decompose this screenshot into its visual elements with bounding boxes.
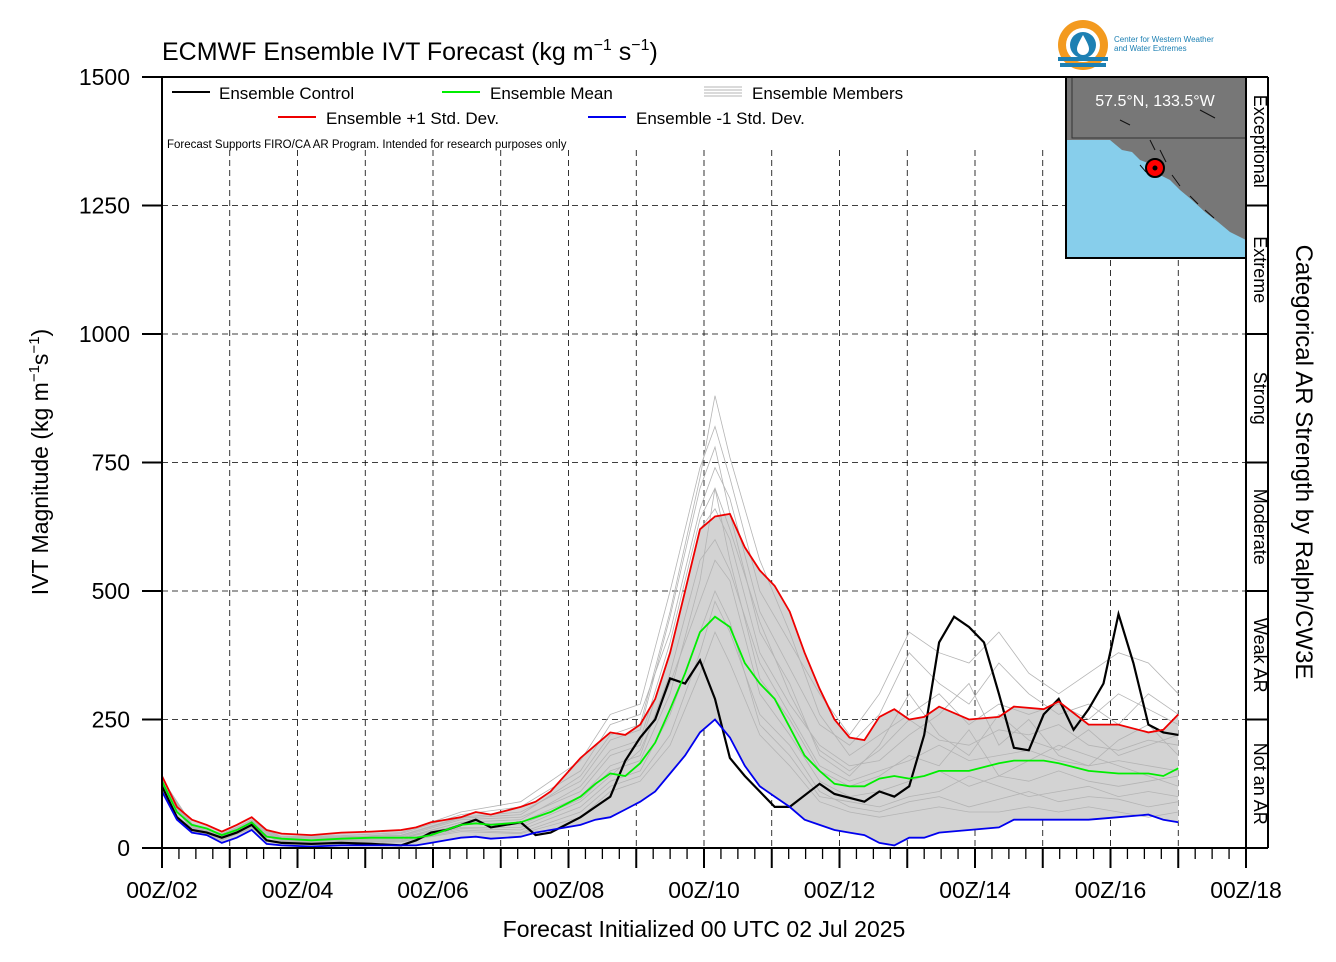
inset-coastline: [1119, 109, 1216, 219]
inset-location-label: 57.5°N, 133.5°W: [1095, 93, 1215, 110]
category-label: Weak AR: [1250, 618, 1270, 693]
ensemble-control-line: [161, 609, 1179, 847]
x-tick-label: 00Z/16: [1075, 877, 1147, 903]
category-label: Not an AR: [1250, 743, 1270, 825]
ensemble-member-line: [161, 425, 1179, 838]
logo-text-line-2: and Water Extremes: [1114, 44, 1187, 53]
category-label: Moderate: [1250, 489, 1270, 565]
x-tick-label: 00Z/12: [804, 877, 876, 903]
ensemble-mean-line: [161, 615, 1179, 842]
inset-borders: [1071, 77, 1246, 139]
y-tick-label: 750: [92, 450, 130, 476]
x-tick-label: 00Z/10: [668, 877, 740, 903]
legend-label-members: Ensemble Members: [752, 84, 903, 103]
y-tick-label: 1500: [79, 64, 130, 90]
ensemble-1-std-dev--line: [161, 512, 1179, 837]
legend-swatch-members: [704, 86, 742, 97]
ensemble-series: [161, 512, 1179, 848]
legend-label-plus-std: Ensemble +1 Std. Dev.: [326, 109, 499, 128]
legend-label-mean: Ensemble Mean: [490, 84, 613, 103]
category-label: Strong: [1250, 372, 1270, 425]
x-tick-label: 00Z/18: [1210, 877, 1282, 903]
x-axis-label: Forecast Initialized 00 UTC 02 Jul 2025: [503, 916, 906, 942]
y-tick-label: 500: [92, 578, 130, 604]
ensemble-1-std-dev--line: [161, 718, 1179, 848]
legend-label-minus-std: Ensemble -1 Std. Dev.: [636, 109, 805, 128]
category-axis-label: Categorical AR Strength by Ralph/CW3E: [1290, 245, 1317, 680]
ensemble-member-line: [161, 466, 1179, 841]
y-tick-label: 250: [92, 707, 130, 733]
x-tick-label: 00Z/04: [262, 877, 334, 903]
axes: 0 250 500 750 1000 1250 1500 00Z/02 00Z/04 00Z/06…: [79, 64, 1282, 903]
disclaimer-note: Forecast Supports FIRO/CA AR Program. In…: [167, 139, 567, 151]
inset-frame: [1065, 76, 1247, 259]
category-label: Extreme: [1250, 236, 1270, 303]
ensemble-member-line: [161, 395, 1179, 839]
location-inset-map: 57.5°N, 133.5°W: [1065, 76, 1247, 259]
x-tick-label: 00Z/02: [126, 877, 198, 903]
x-tick-label: 00Z/06: [397, 877, 469, 903]
y-axis-label: IVT Magnitude (kg m−1s−1): [26, 329, 53, 595]
legend-background: [166, 80, 966, 140]
legend: Ensemble Control Ensemble Mean Ensemble …: [166, 80, 966, 151]
logo-text-line-1: Center for Western Weather: [1114, 35, 1214, 44]
y-tick-label: 0: [117, 835, 130, 861]
legend-label-control: Ensemble Control: [219, 84, 354, 103]
y-tick-label: 1250: [79, 193, 130, 219]
logo-wave-2: [1060, 63, 1106, 67]
x-tick-label: 00Z/14: [939, 877, 1011, 903]
logo-water-drop-icon: [1077, 35, 1089, 55]
category-label: Exceptional: [1250, 95, 1270, 188]
logo-wave-1: [1058, 57, 1108, 61]
x-tick-label: 00Z/08: [533, 877, 605, 903]
location-marker-dot: [1152, 165, 1158, 171]
chart-title: ECMWF Ensemble IVT Forecast (kg m−1 s−1): [162, 37, 658, 66]
ensemble-member-line: [161, 559, 1179, 842]
inset-ocean: [1066, 140, 1246, 258]
y-tick-label: 1000: [79, 321, 130, 347]
cw3e-logo: Center for Western Weather and Water Ext…: [1058, 20, 1214, 70]
